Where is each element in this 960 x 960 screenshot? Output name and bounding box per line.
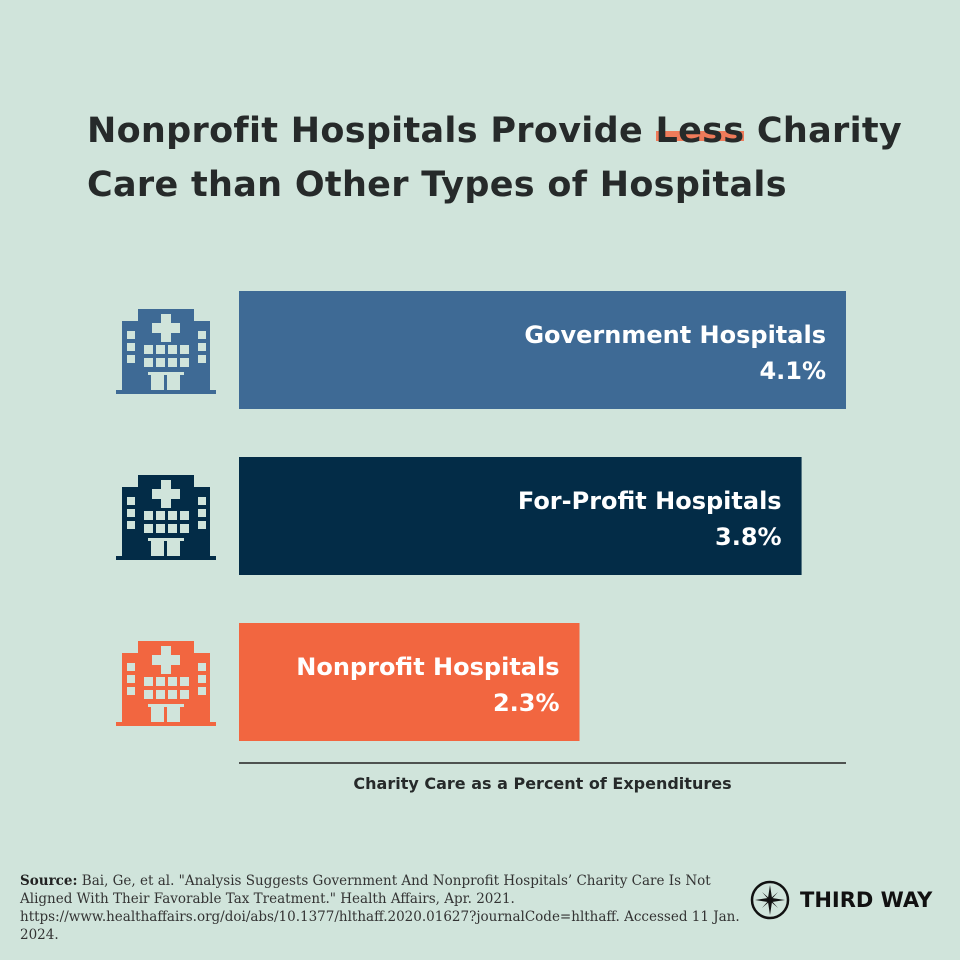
bar-value-label: 3.8% xyxy=(715,523,782,551)
bar-chart: Government Hospitals 4.1% For-Profit Hospi… xyxy=(116,291,846,764)
bar-value-label: 2.3% xyxy=(493,689,560,717)
bar xyxy=(239,623,580,741)
source-note: Source: Bai, Ge, et al. "Analysis Sugges… xyxy=(20,872,740,944)
x-axis-label: Charity Care as a Percent of Expenditure… xyxy=(353,774,732,793)
hospital-icon xyxy=(116,641,216,726)
bar xyxy=(239,457,802,575)
hospital-icon xyxy=(116,309,216,394)
bar-category-label: Government Hospitals xyxy=(524,321,826,349)
bar xyxy=(239,291,846,409)
title-highlight: Less xyxy=(655,111,745,151)
logo-text: THIRD WAY xyxy=(800,888,933,912)
source-label: Source: xyxy=(20,873,78,889)
title-part: Nonprofit Hospitals Provide xyxy=(87,111,656,151)
source-text: Bai, Ge, et al. "Analysis Suggests Gover… xyxy=(20,873,740,943)
compass-star-icon xyxy=(750,880,790,920)
bar-category-label: Nonprofit Hospitals xyxy=(296,653,559,681)
hospital-icon xyxy=(116,475,216,560)
third-way-logo: THIRD WAY xyxy=(750,880,932,920)
title-part: Charity Care than Other Types of Hospita… xyxy=(87,111,903,205)
bar-value-label: 4.1% xyxy=(759,357,826,385)
chart-title: Nonprofit Hospitals Provide Less Charity… xyxy=(87,104,907,212)
bar-category-label: For-Profit Hospitals xyxy=(518,487,782,515)
